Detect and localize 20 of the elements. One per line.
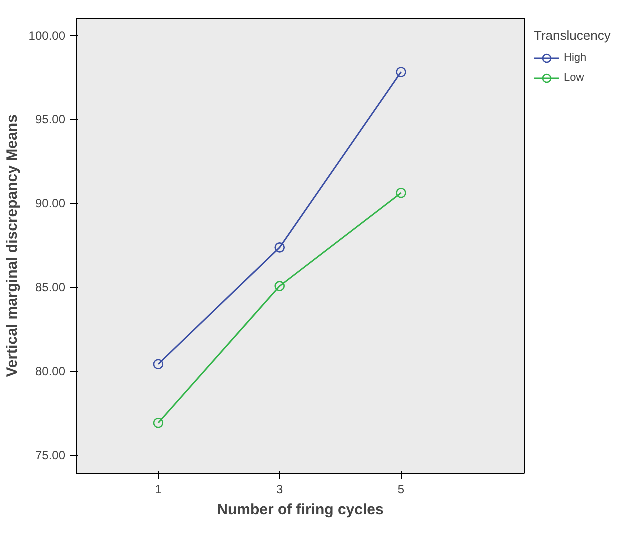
x-tick-label: 3 — [276, 482, 284, 496]
y-tick-label: 75.00 — [35, 448, 66, 463]
point — [396, 67, 406, 78]
x-tick-label: 1 — [155, 482, 162, 496]
point — [153, 359, 164, 370]
legend-label: High — [564, 52, 587, 64]
legend-label: Low — [564, 72, 584, 84]
point — [274, 242, 286, 253]
y-tick-label: 100.00 — [28, 28, 66, 43]
y-axis-title: Vertical marginal discrepancy Means — [4, 114, 21, 378]
x-axis-title: Number of firing cycles — [217, 502, 384, 518]
point — [153, 418, 164, 428]
y-tick-label: 85.00 — [35, 280, 66, 295]
legend-title: Translucency — [534, 28, 611, 43]
point — [274, 281, 286, 292]
y-tick-label: 90.00 — [35, 196, 66, 211]
y-tick-label: 95.00 — [35, 112, 66, 127]
point — [396, 188, 406, 198]
x-tick-label: 5 — [398, 482, 405, 496]
y-tick-label: 80.00 — [35, 364, 66, 379]
